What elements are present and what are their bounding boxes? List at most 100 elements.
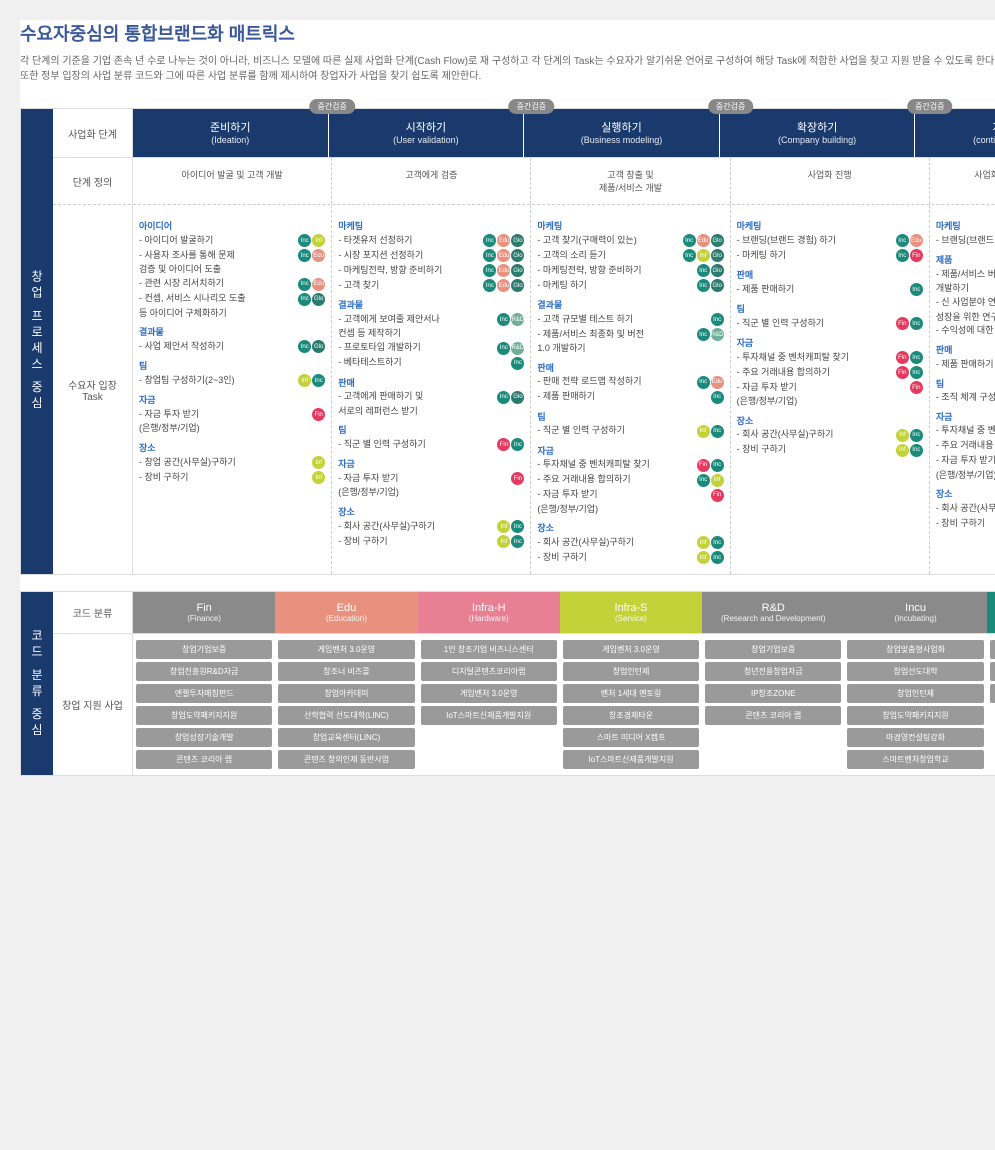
program-column: 창업기업보증청년전용창업자금IP창조ZONE콘텐츠 코리아 랩 <box>702 634 844 775</box>
task-item: - 직군 별 인력 구성하기InfInc <box>537 425 723 438</box>
task-item: - 고객에게 판매하기 및IncGlo <box>338 391 524 404</box>
task-text: - 제품/서비스 버전2.0 <box>936 269 995 281</box>
task-dots: IncInf <box>298 234 325 247</box>
task-text: - 투자채널 중 벤처캐피탈 찾기 <box>737 352 892 364</box>
task-item: - 고객의 소리 듣기IncInfGlo <box>537 249 723 262</box>
task-text: - 제품 판매하기 <box>537 391 706 403</box>
task-text: - 주요 거래내용 합의하기 <box>537 474 692 486</box>
program-column: 창업맞춤형사업화창업선도대학창업인턴제창업도약패키지지원마경영컨설팅강화스마트벤… <box>844 634 986 775</box>
code-dot: Glo <box>511 264 524 277</box>
task-text: - 수익성에 대한 내부 관리하기 <box>936 325 995 337</box>
checkpoint-badge: 중간검증 <box>509 99 554 114</box>
program-pill: 산학협력 선도대학(LINC) <box>278 706 414 725</box>
subtitle-2: 또한 정부 입장의 사업 분류 코드와 그에 따른 사업 분류를 함께 제시하여… <box>20 69 995 84</box>
task-text: - 시장 포지션 선정하기 <box>338 250 479 262</box>
task-dots: IncGlo <box>298 340 325 353</box>
code-dot: Inc <box>511 520 524 533</box>
task-item: - 마케팅 하기IncGlo <box>537 279 723 292</box>
program-pill: 디지털콘텐츠코리아랩 <box>421 662 557 681</box>
task-category: 마케팅 <box>338 219 524 232</box>
task-text: - 마케팅전략, 방향 준비하기 <box>338 265 479 277</box>
task-item: - 브랜딩(브랜드 경험) 하기IncEdu <box>737 234 923 247</box>
task-item: - 장비 구하기 InfInc <box>537 551 723 564</box>
task-text: - 고객에게 보여줄 제안서나 <box>338 314 493 326</box>
task-text: - 신 사업분야 연구 등 지속 <box>936 297 995 309</box>
task-category: 팀 <box>537 410 723 423</box>
program-pill: IoT스마트신제품개발지원 <box>421 706 557 725</box>
task-text: - 장비 구하기 <box>139 472 308 484</box>
task-text: - 제품 판매하기 <box>936 359 995 371</box>
task-category: 장소 <box>737 414 923 427</box>
task-item: - 회사 공간(사무실)구하기InfInc <box>537 536 723 549</box>
task-category: 마케팅 <box>537 219 723 232</box>
code-dot: Inf <box>697 249 710 262</box>
task-item: - 제품/서비스 버전2.0R&D <box>936 268 995 281</box>
program-pill: 1인 창조기업 비즈니스센터 <box>421 640 557 659</box>
task-text: - 회사 공간(사무실)구하기 <box>338 521 493 533</box>
task-item: - 관련 시장 리서치하기IncEdu <box>139 278 325 291</box>
code-dot: Inc <box>910 283 923 296</box>
task-category: 자금 <box>737 336 923 349</box>
task-category: 결과물 <box>338 298 524 311</box>
code-dot: Inc <box>697 474 710 487</box>
task-text: - 베타테스트하기 <box>338 357 507 369</box>
code-header: R&D(Research and Development) <box>702 592 844 633</box>
task-text: - 마케팅전략, 방향 준비하기 <box>537 265 692 277</box>
program-pill: 창업인턴제 <box>563 662 699 681</box>
task-category: 결과물 <box>139 325 325 338</box>
stage-definition: 아이디어 발굴 및 고객 개발 <box>133 158 332 204</box>
task-dots: InfInc <box>697 551 724 564</box>
program-pill: 창업교육센터(LINC) <box>278 728 414 747</box>
task-text: - 장비 구하기 <box>537 552 692 564</box>
code-dot: Edu <box>697 234 710 247</box>
task-category: 팀 <box>139 359 325 372</box>
task-dots: InfInc <box>298 374 325 387</box>
task-item: - 고객 규모별 테스트 하기Inc <box>537 313 723 326</box>
task-dots: InfInc <box>896 444 923 457</box>
task-dots: Inc <box>511 357 524 370</box>
code-dot: Inc <box>697 376 710 389</box>
program-pill: 창업기업보증 <box>705 640 841 659</box>
code-dot: Fin <box>910 381 923 394</box>
code-dot: Glo <box>711 249 724 262</box>
code-dot: Inc <box>711 536 724 549</box>
task-dots: FinInc <box>497 438 524 451</box>
code-dot: Edu <box>497 234 510 247</box>
program-column: 창업기업보증창업진흥원R&D자금엔젤투자매칭펀드창업도약패키지지원창업성장기술개… <box>133 634 275 775</box>
task-item: - 자금 투자 받기 Fin <box>737 381 923 394</box>
code-dot: Inc <box>511 535 524 548</box>
task-item: - 투자채널 중 벤처캐피탈 찾기FinInc <box>537 459 723 472</box>
task-item: - 회사 공간(사무실)구하기Inf <box>936 502 995 515</box>
task-text: (은행/정부/기업) <box>139 423 321 435</box>
task-category: 자금 <box>338 457 524 470</box>
task-dots: IncR&D <box>497 342 524 355</box>
task-text: - 브랜딩(브랜드 경험) 하기 <box>936 235 995 247</box>
task-text: - 브랜딩(브랜드 경험) 하기 <box>737 235 892 247</box>
task-item: - 마케팅 하기IncFin <box>737 249 923 262</box>
task-item: - 고객에게 보여줄 제안서나IncR&D <box>338 313 524 326</box>
task-dots: Inc <box>910 283 923 296</box>
task-item: 서로의 레퍼런스 받기 <box>338 406 524 418</box>
task-dots: IncFin <box>896 249 923 262</box>
code-dot: Inc <box>910 351 923 364</box>
task-text: - 자금 투자 받기 <box>737 382 906 394</box>
task-text: 개발하기 <box>936 283 995 295</box>
task-column: 마케팅- 브랜딩(브랜드 경험) 하기Inf제품- 제품/서비스 버전2.0R&… <box>930 205 995 574</box>
task-item: 등 아이디어 구체화하기 <box>139 308 325 320</box>
task-item: - 투자채널 중 벤처캐피탈 찾기Fin <box>936 425 995 438</box>
program-pill: 게임벤처 3.0운영 <box>278 640 414 659</box>
task-text: - 자금 투자 받기 <box>139 409 308 421</box>
stage-definition: 사업화 성공 후 지속성장 추진 <box>930 158 995 204</box>
checkpoint-badge: 중간검증 <box>309 99 354 114</box>
code-dot: Edu <box>497 249 510 262</box>
program-pill: 스타벤처엔진 <box>990 662 995 681</box>
task-dots: IncR&D <box>697 328 724 341</box>
program-pill: 창업진흥원R&D자금 <box>136 662 272 681</box>
stage-headers: 준비하기(Ideation)중간검증시작하기(User validation)중… <box>133 109 995 157</box>
program-column: 글로벌청년창업활성화스타벤처엔진글로벌액셀러레이터 <box>987 634 995 775</box>
code-dot: Fin <box>711 489 724 502</box>
task-item: - 자금 투자 받기Fin <box>338 472 524 485</box>
task-text: - 주요 거래내용 합의하기 <box>936 440 995 452</box>
stage-header: 실행하기(Business modeling) <box>524 109 720 157</box>
task-item: 검증 및 아이디어 도출 <box>139 264 325 276</box>
